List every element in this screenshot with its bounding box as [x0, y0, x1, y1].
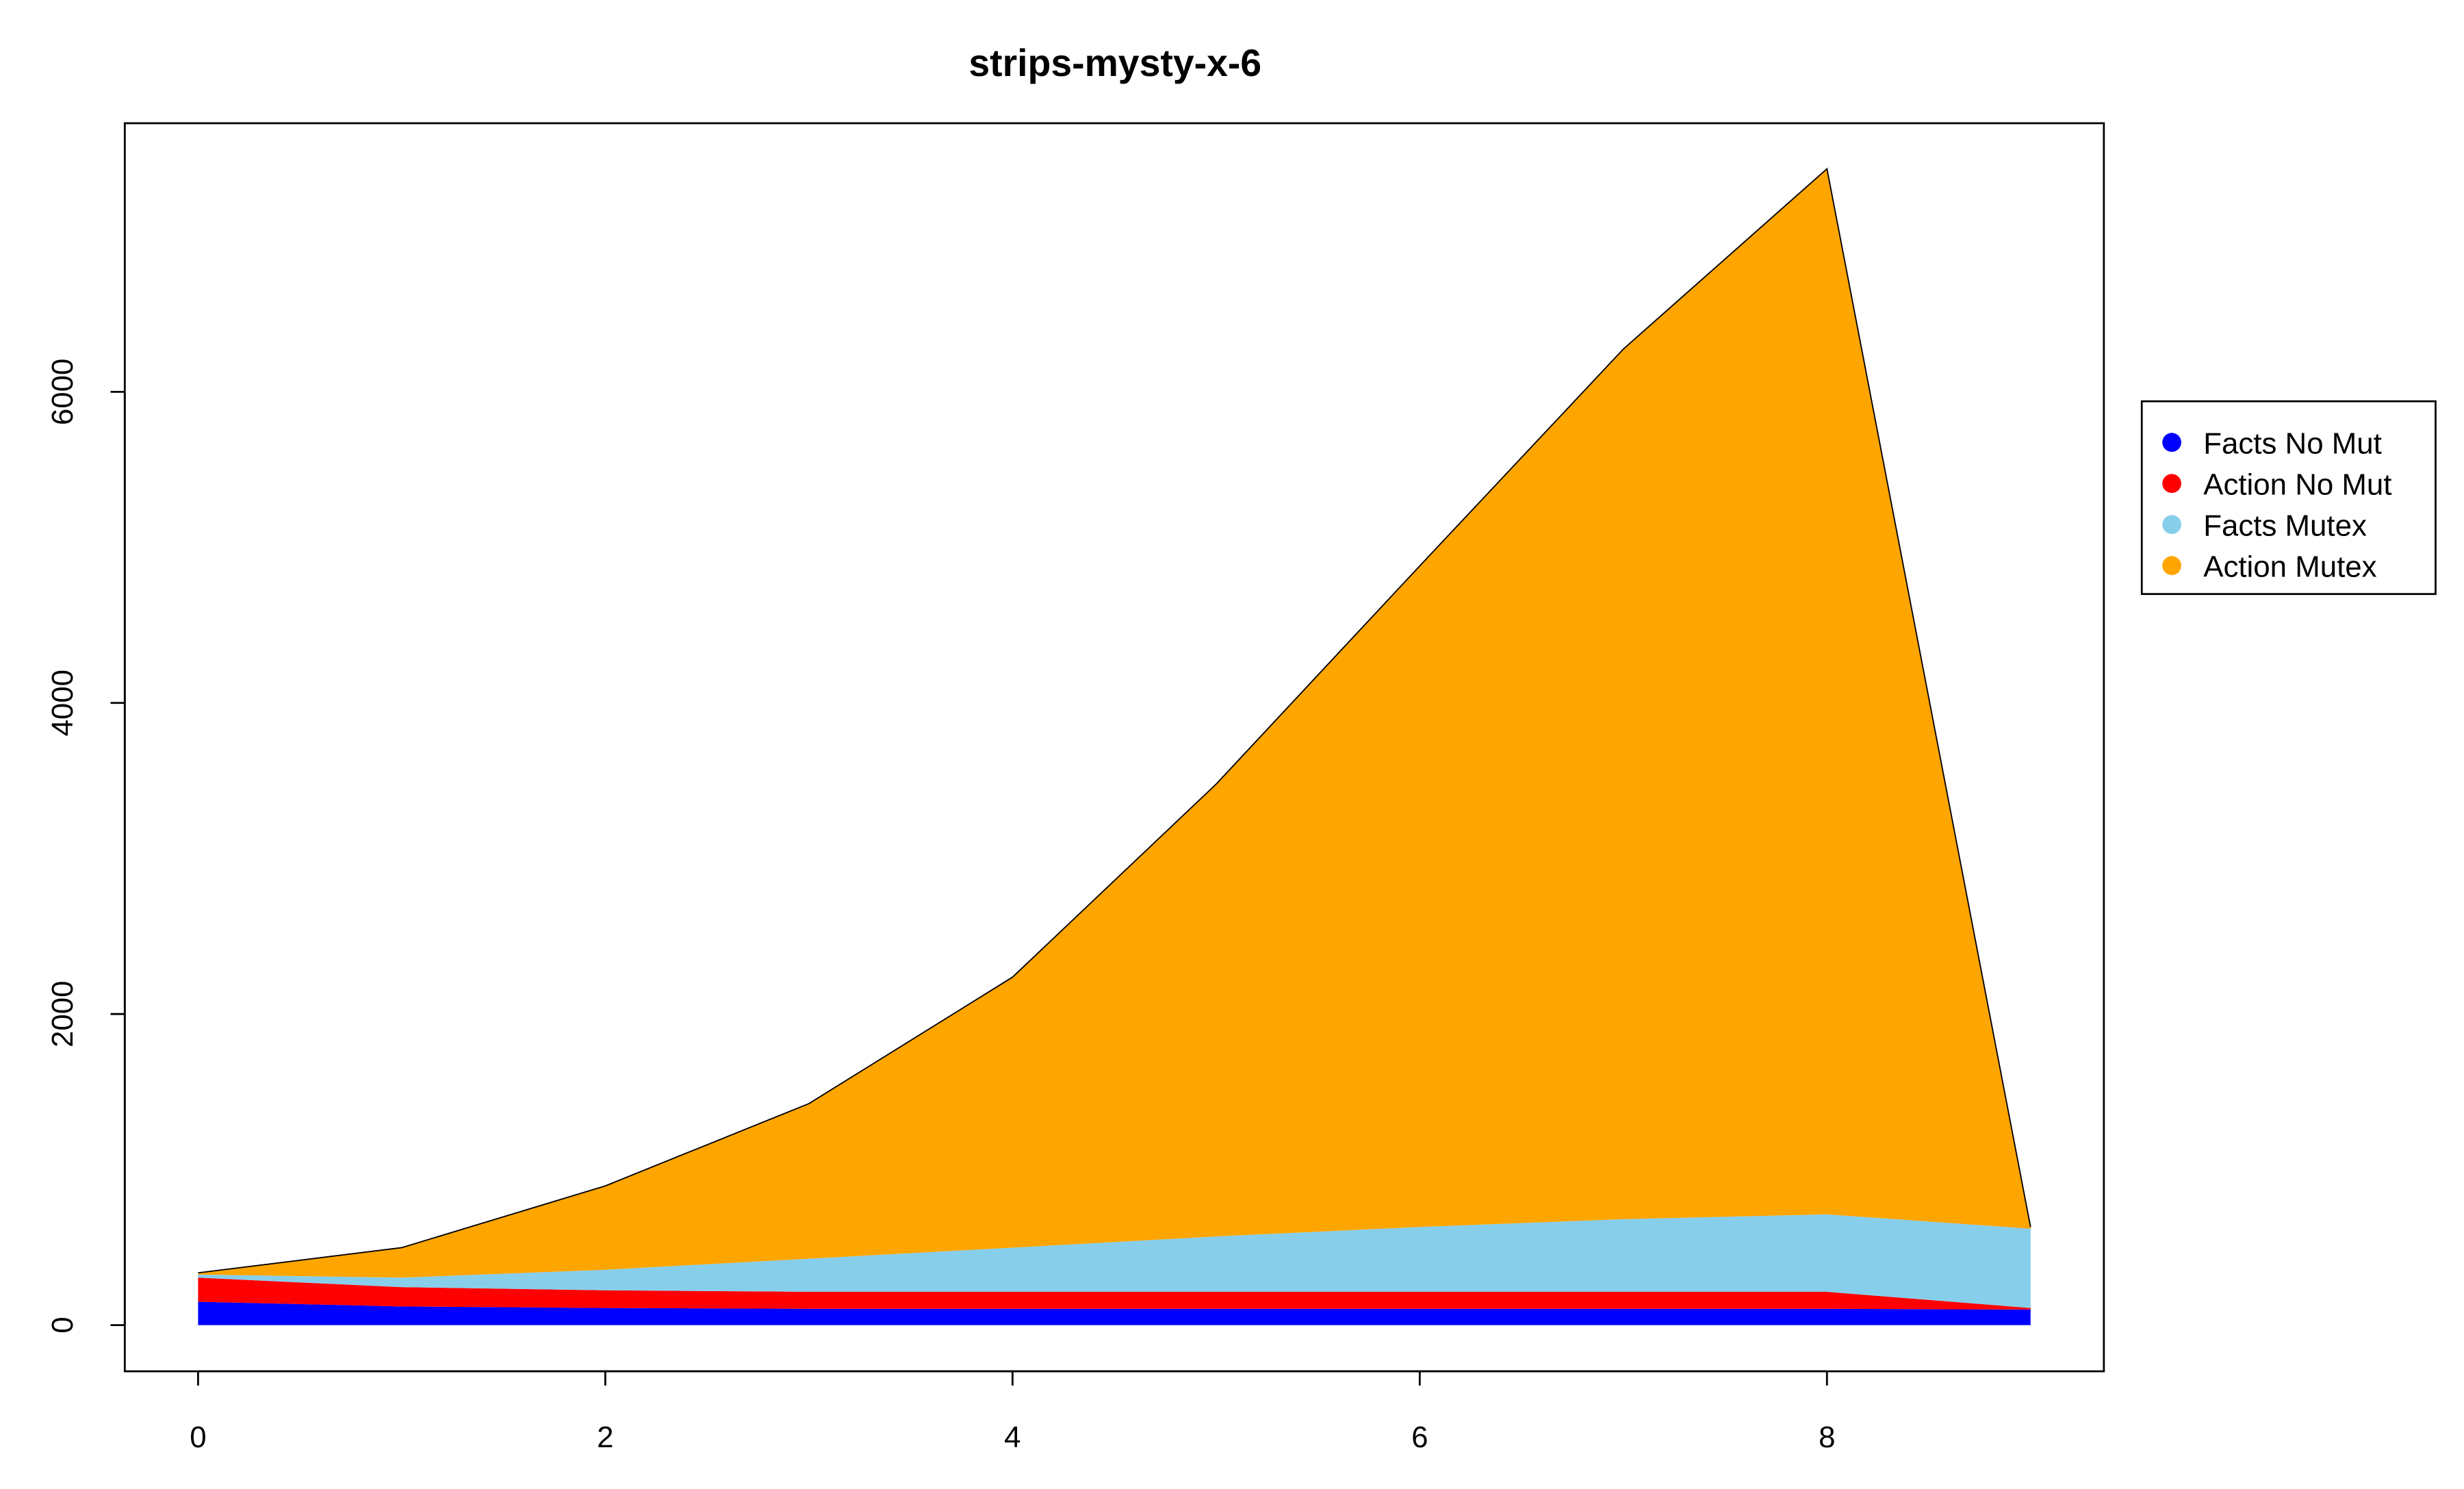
legend-label: Facts No Mut [2203, 427, 2382, 460]
chart-title: strips-mysty-x-6 [968, 42, 1261, 84]
area [198, 1277, 2031, 1310]
y-tick-label: 0 [46, 1316, 79, 1333]
area-outline [198, 167, 2031, 1274]
legend-label: Action No Mut [2203, 468, 2391, 501]
x-tick-label: 0 [190, 1421, 206, 1454]
legend-label: Action Mutex [2203, 550, 2376, 583]
area [198, 1214, 2031, 1308]
legend-marker [2162, 556, 2181, 575]
y-tick-label: 2000 [46, 980, 79, 1047]
x-tick-label: 6 [1411, 1421, 1428, 1454]
legend-marker [2162, 474, 2181, 493]
y-tick-label: 4000 [46, 670, 79, 737]
x-tick-label: 2 [597, 1421, 613, 1454]
area [198, 1301, 2031, 1325]
legend-label: Facts Mutex [2203, 509, 2367, 542]
legend: Facts No Mut Action No Mut Facts Mutex Acti… [2140, 400, 2437, 596]
area [198, 168, 2031, 1278]
legend-marker [2162, 433, 2181, 452]
legend-marker [2162, 515, 2181, 534]
x-tick-label: 8 [1819, 1421, 1835, 1454]
x-tick-label: 4 [1004, 1421, 1021, 1454]
legend-box [2140, 400, 2437, 596]
y-tick-label: 6000 [46, 359, 79, 426]
